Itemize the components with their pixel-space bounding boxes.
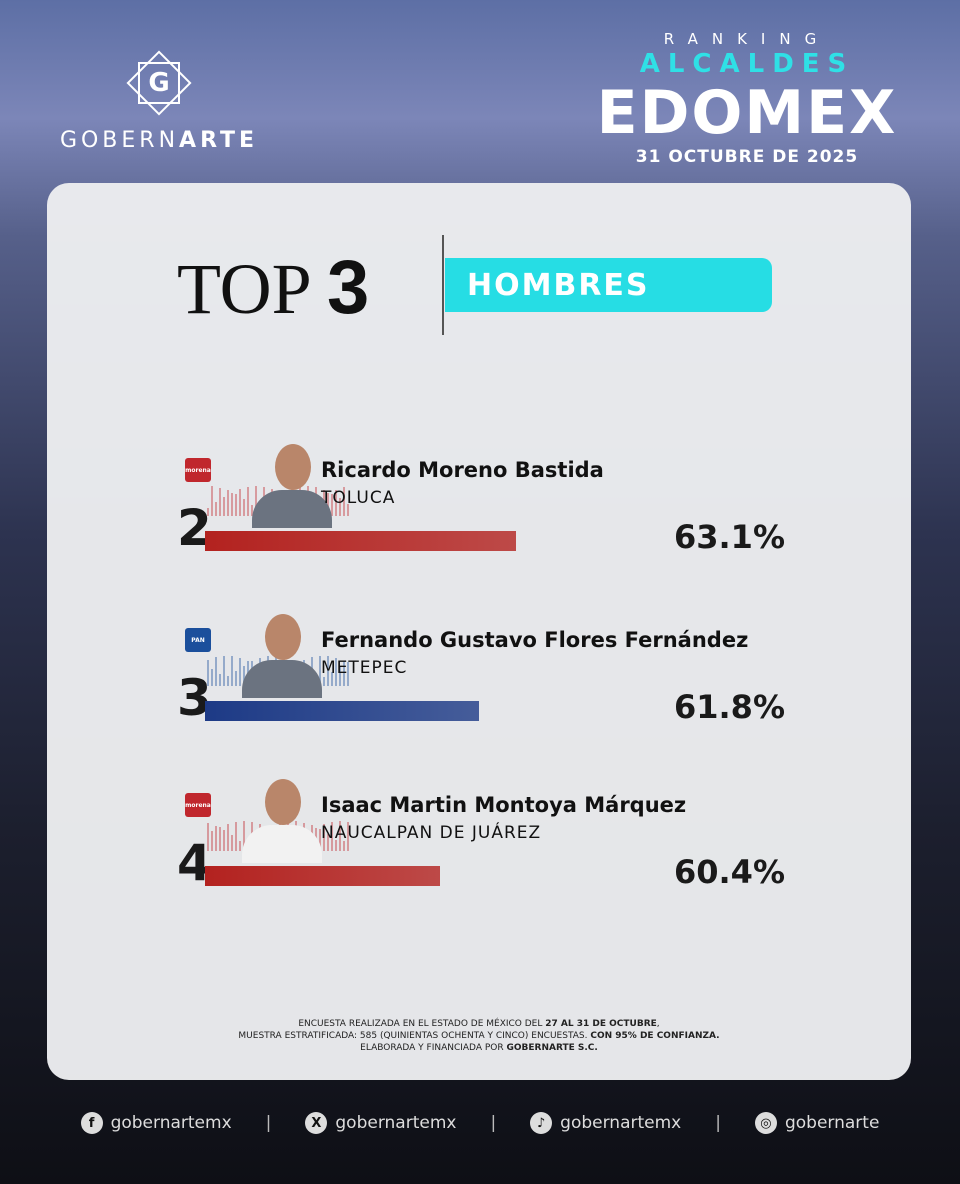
ranking-label: RANKING xyxy=(663,30,831,48)
brand-name: GOBERN xyxy=(59,128,180,153)
social-link[interactable]: ◎ gobernarte xyxy=(754,1112,880,1134)
divider xyxy=(442,235,444,335)
party-logo-morena: morena xyxy=(185,458,211,482)
gobernarte-logo: G GOBERNARTE xyxy=(44,50,274,153)
candidate-photo xyxy=(237,608,327,698)
separator: | xyxy=(715,1113,721,1133)
social-handle: gobernartemx xyxy=(110,1113,232,1133)
social-handle: gobernartemx xyxy=(560,1113,682,1133)
candidate-name: Fernando Gustavo Flores Fernández xyxy=(321,628,749,652)
candidate-name: Isaac Martin Montoya Márquez xyxy=(321,793,687,817)
brand-name-accent: ARTE xyxy=(179,128,259,153)
candidate-photo xyxy=(237,773,327,863)
score-bar xyxy=(205,531,516,551)
candidate-name: Ricardo Moreno Bastida xyxy=(321,458,604,482)
alcaldes-label: ALCALDES xyxy=(639,49,855,79)
category-pill: HOMBRES xyxy=(445,258,772,312)
party-logo-PAN: PAN xyxy=(185,628,211,652)
instagram-icon: ◎ xyxy=(754,1112,777,1134)
separator: | xyxy=(265,1113,272,1133)
candidate-row: PAN 3 Fernando Gustavo Flores Fernández … xyxy=(177,613,785,726)
municipality: NAUCALPAN DE JUÁREZ xyxy=(321,823,542,843)
score-bar xyxy=(205,701,479,721)
party-logo-morena: morena xyxy=(185,793,211,817)
survey-note: ENCUESTA REALIZADA EN EL ESTADO DE MÉXIC… xyxy=(238,1019,720,1053)
social-link[interactable]: ♪ gobernartemx xyxy=(530,1112,681,1134)
percentage: 60.4% xyxy=(673,853,785,891)
percentage: 63.1% xyxy=(673,518,785,556)
date-label: 31 OCTUBRE DE 2025 xyxy=(635,147,859,167)
score-bar xyxy=(205,866,440,886)
percentage: 61.8% xyxy=(673,688,785,726)
social-handle: gobernarte xyxy=(784,1113,880,1133)
candidate-row: morena 2 Ricardo Moreno Bastida TOLUCA 6… xyxy=(177,428,785,556)
logo-mark: G xyxy=(126,50,192,116)
edomex-label: EDOMEX xyxy=(596,78,898,148)
tiktok-icon: ♪ xyxy=(530,1112,553,1134)
candidate-row: morena 4 Isaac Martin Montoya Márquez NA… xyxy=(177,773,785,891)
municipality: TOLUCA xyxy=(321,488,396,508)
separator: | xyxy=(490,1113,497,1133)
top-title: TOP 3 xyxy=(177,245,370,330)
candidate-photo xyxy=(247,438,337,528)
social-handle: gobernartemx xyxy=(335,1113,457,1133)
header-title: RANKING ALCALDES EDOMEX 31 OCTUBRE DE 20… xyxy=(592,30,902,168)
x-icon: X xyxy=(305,1112,328,1134)
social-link[interactable]: f gobernartemx xyxy=(80,1112,232,1134)
facebook-icon: f xyxy=(80,1112,103,1134)
municipality: METEPEC xyxy=(321,658,408,678)
ranking-card: TOP 3 HOMBRES morena 2 Ricardo Moreno Ba… xyxy=(47,183,911,1080)
